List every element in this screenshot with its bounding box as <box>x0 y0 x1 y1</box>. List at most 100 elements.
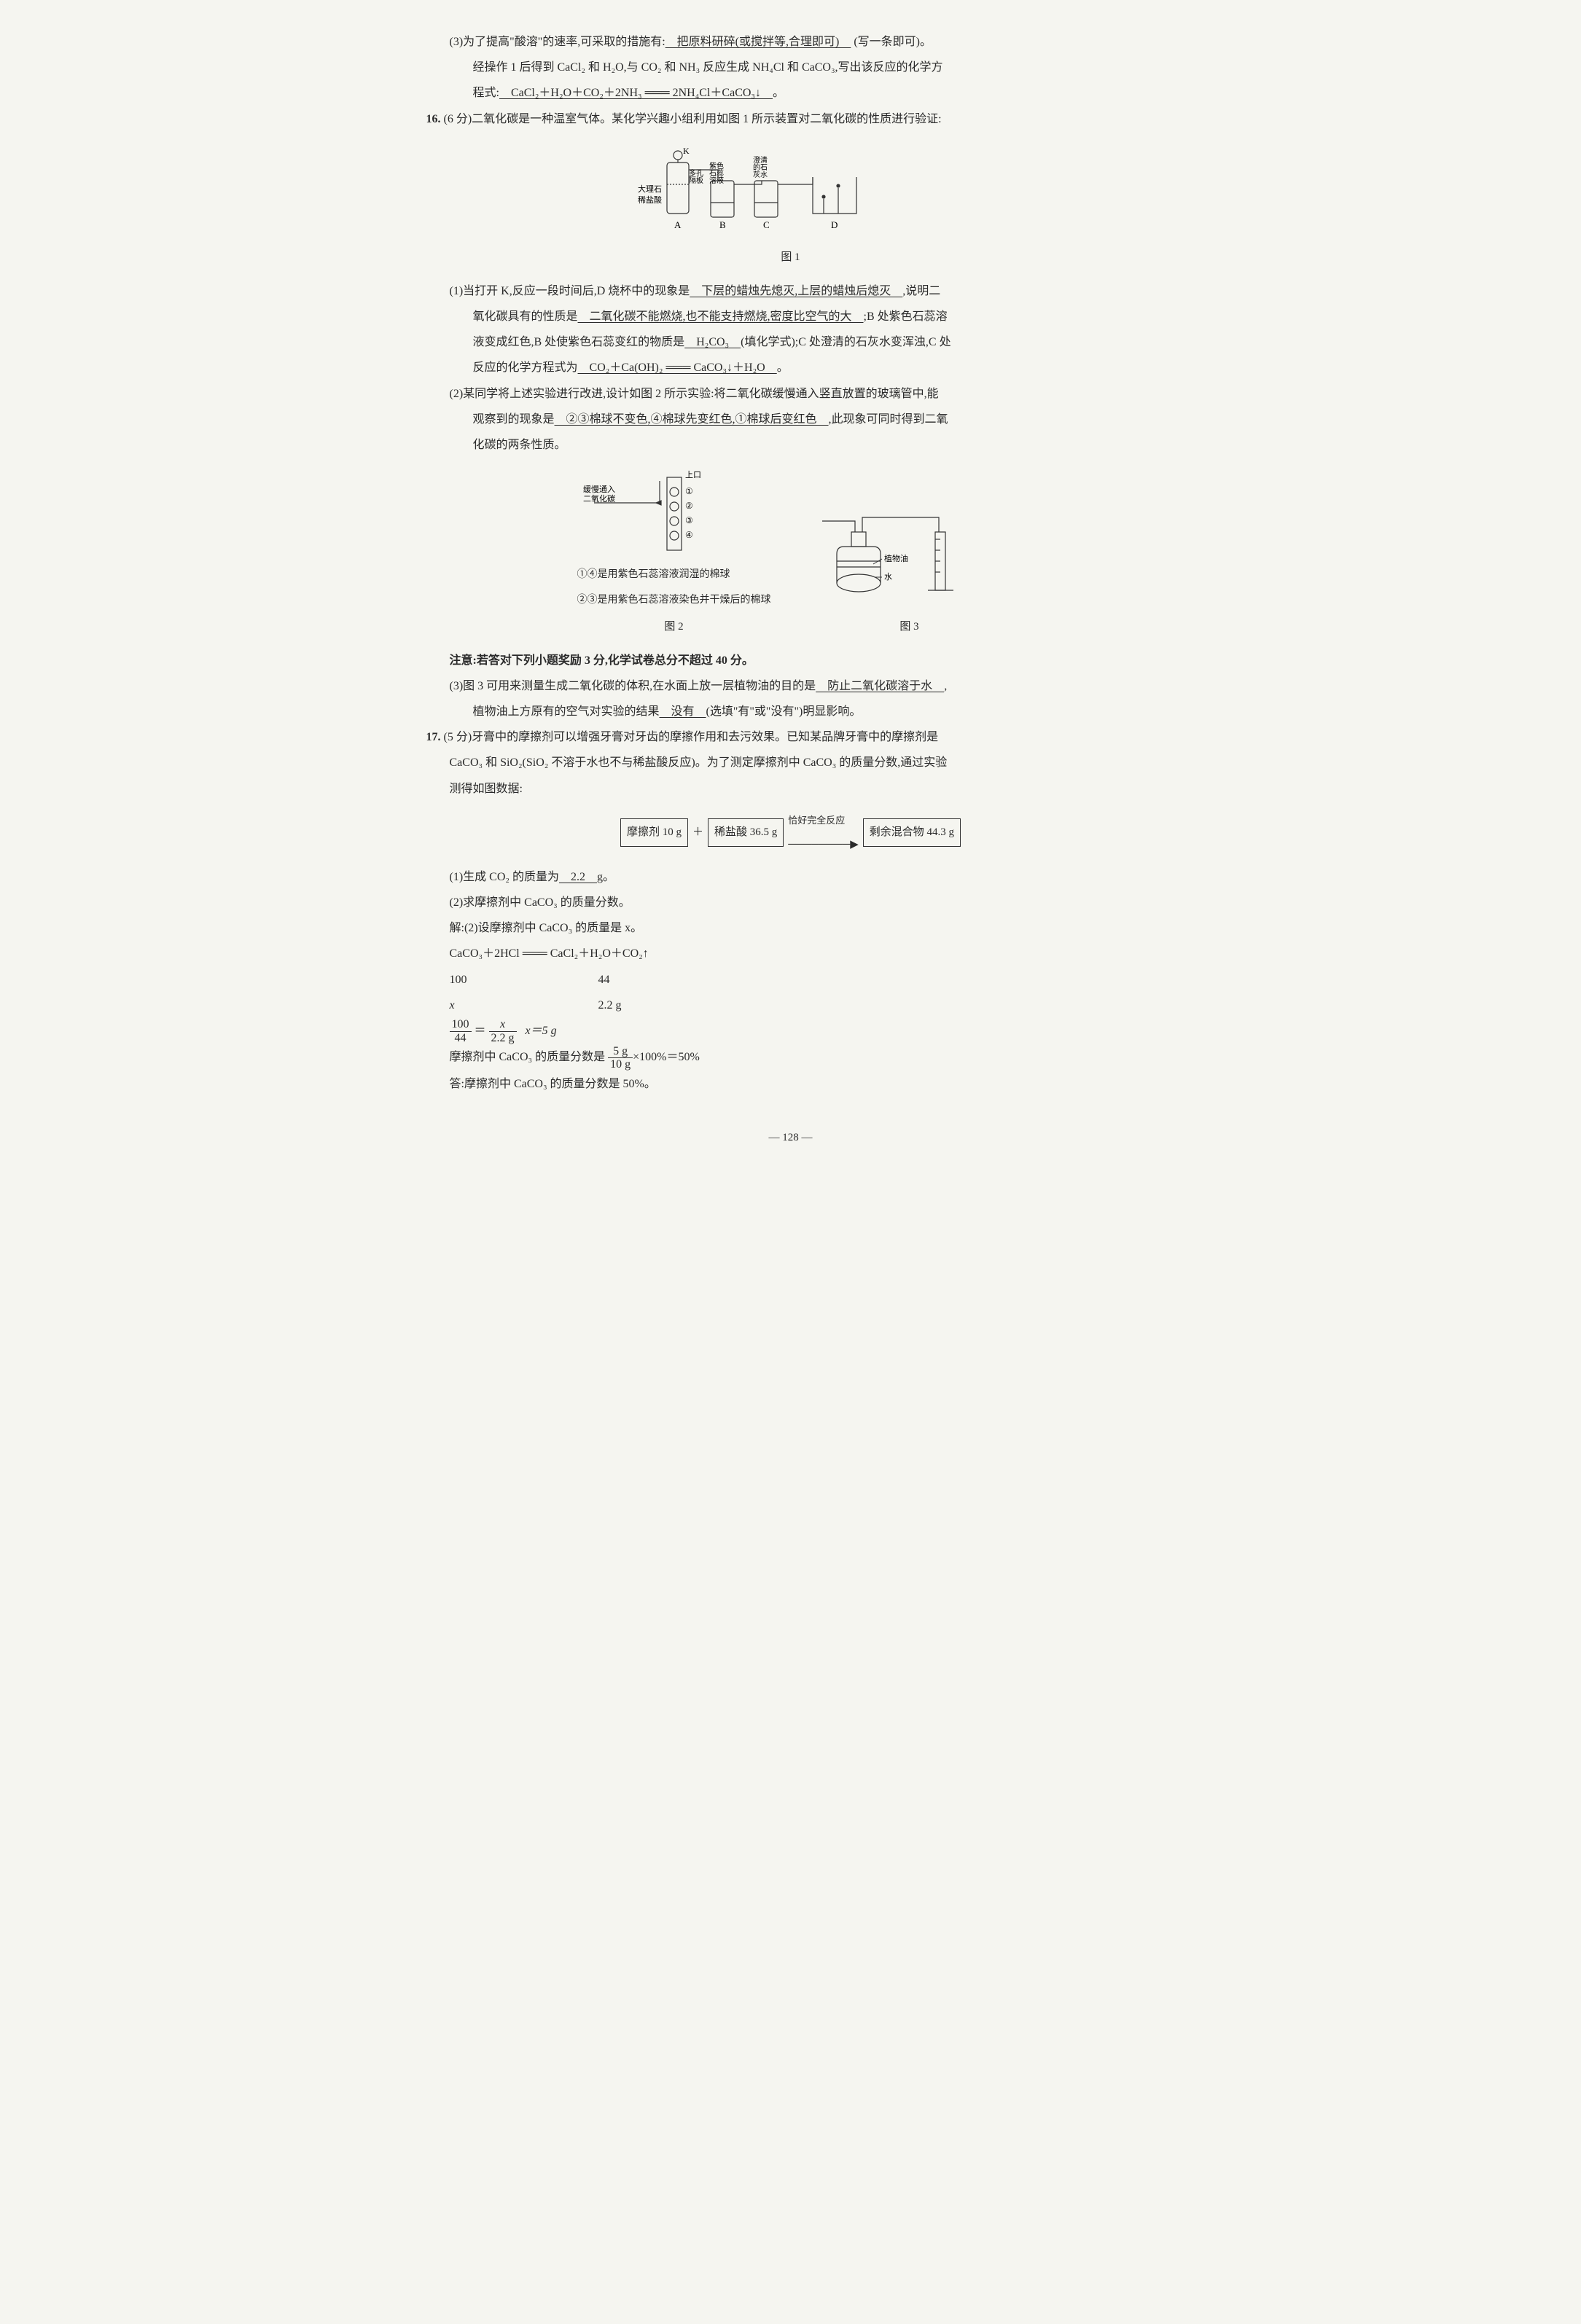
fig2-note2: ②③是用紫色石蕊溶液染色并干燥后的棉球 <box>577 590 771 612</box>
flow-arrow: 恰好完全反应────────▶ <box>788 809 859 857</box>
pct-tail: ×100%＝50% <box>633 1051 700 1063</box>
fig23-row: 缓慢通入 二氧化碳 上口 ① ② ③ ④ ①④是用紫色石蕊溶液润湿的棉球 ②③是… <box>426 466 1155 639</box>
fig3: 植物油 水 图 3 <box>815 510 1004 639</box>
flow-b1: 摩擦剂 10 g <box>620 818 688 847</box>
q15-p3: (3)为了提高"酸溶"的速率,可采取的措施有: 把原料研碎(或搅拌等,合理即可)… <box>426 29 1155 55</box>
q16-p1-ans4: CO₂＋Ca(OH)₂ ═══ CaCO₃↓＋H₂O <box>578 361 777 374</box>
fig2-top: 上口 <box>685 470 701 480</box>
prop-lhs-den: 44 <box>450 1032 472 1045</box>
q15-p3-ans: 把原料研碎(或搅拌等,合理即可) <box>665 36 851 48</box>
fig2-n2: ② <box>685 501 693 511</box>
q16-p2-ans: ②③棉球不变色,④棉球先变红色,①棉球后变红色 <box>555 413 829 426</box>
q15-line2: 经操作 1 后得到 CaCl₂ 和 H₂O,与 CO₂ 和 NH₃ 反应生成 N… <box>426 55 1155 80</box>
prop-res: x＝5 g <box>526 1025 557 1037</box>
q17-sol-label: 解:(2)设摩擦剂中 CaCO₃ 的质量是 x。 <box>426 915 1155 941</box>
q17-flow: 摩擦剂 10 g ＋ 稀盐酸 36.5 g 恰好完全反应────────▶ 剩余… <box>426 809 1155 857</box>
q16-p3-ans2: 没有 <box>660 705 706 718</box>
q17-p1: (1)生成 CO₂ 的质量为 2.2 g。 <box>426 864 1155 890</box>
flow-arr-label: 恰好完全反应 <box>788 815 845 826</box>
q17-p2: (2)求摩擦剂中 CaCO₃ 的质量分数。 <box>426 890 1155 915</box>
q16-p1-tail: 。 <box>777 361 789 374</box>
fig1-litmus3: 溶液 <box>709 176 724 185</box>
q16-p1-mid2: ;B 处紫色石蕊溶 <box>864 310 948 323</box>
fig1-c: C <box>763 219 770 230</box>
q16-p3-mid2: (选填"有"或"没有")明显影响。 <box>706 705 862 718</box>
prop-lhs: 100 44 <box>450 1018 472 1044</box>
q17-intro3: 测得如图数据: <box>426 776 1155 802</box>
flow-b3: 剩余混合物 44.3 g <box>863 818 961 847</box>
q17-prop: 100 44 ＝ x 2.2 g x＝5 g <box>426 1018 1155 1044</box>
q16-p2: (2)某同学将上述实验进行改进,设计如图 2 所示实验:将二氧化碳缓慢通入竖直放… <box>426 381 1155 407</box>
q17-r2: x 2.2 g <box>426 993 1155 1018</box>
q16-p1-l2: 氧化碳具有的性质是 二氧化碳不能燃烧,也不能支持燃烧,密度比空气的大 ;B 处紫… <box>426 304 1155 329</box>
prop-lhs-num: 100 <box>450 1018 472 1032</box>
fig1-lime3: 灰水 <box>753 170 768 179</box>
q16-p1-l4a: 反应的化学方程式为 <box>473 361 578 374</box>
pct-den: 10 g <box>608 1058 633 1071</box>
prop-rhs: x 2.2 g <box>489 1018 517 1044</box>
fig2-n1: ① <box>685 486 693 496</box>
fig3-svg: 植物油 水 <box>815 510 1004 612</box>
q17: 17. (5 分)牙膏中的摩擦剂可以增强牙膏对牙齿的摩擦作用和去污效果。已知某品… <box>426 724 1155 750</box>
q16-p1-mid1: ,说明二 <box>902 285 940 297</box>
exam-page: (3)为了提高"酸溶"的速率,可采取的措施有: 把原料研碎(或搅拌等,合理即可)… <box>426 29 1155 1150</box>
q16-p1-l3: 液变成红色,B 处使紫色石蕊变红的物质是 H₂CO₃ (填化学式);C 处澄清的… <box>426 329 1155 355</box>
q17-r1a: 100 <box>450 967 596 993</box>
flow-plus: ＋ <box>692 821 703 845</box>
page-number: — 128 — <box>426 1126 1155 1150</box>
fig2-n4: ④ <box>685 530 693 540</box>
q17-p1-label: (1)生成 CO₂ 的质量为 <box>450 871 559 883</box>
q15-eq: CaCl₂＋H₂O＋CO₂＋2NH₃ ═══ 2NH₄Cl＋CaCO₃↓ <box>499 87 773 99</box>
fig1-marble: 大理石 <box>638 184 662 194</box>
q17-p1-ans: 2.2 <box>559 871 597 883</box>
q17-points: (5 分) <box>444 731 472 743</box>
q17-ans: 答:摩擦剂中 CaCO₃ 的质量分数是 50%。 <box>426 1071 1155 1097</box>
q16-p3-l2: 植物油上方原有的空气对实验的结果 没有 (选填"有"或"没有")明显影响。 <box>426 699 1155 724</box>
q16-p2-l3txt: 化碳的两条性质。 <box>473 439 566 451</box>
q16-p1-ans2: 二氧化碳不能燃烧,也不能支持燃烧,密度比空气的大 <box>578 310 864 323</box>
fig2-note1: ①④是用紫色石蕊溶液润湿的棉球 <box>577 564 771 587</box>
fig2-slow2: 二氧化碳 <box>583 493 615 504</box>
fig1-d: D <box>831 219 838 230</box>
q16-p1-label: (1)当打开 K,反应一段时间后,D 烧杯中的现象是 <box>450 285 690 297</box>
q16-p3-label: (3)图 3 可用来测量生成二氧化碳的体积,在水面上放一层植物油的目的是 <box>450 680 816 692</box>
fig1-acid: 稀盐酸 <box>638 195 662 205</box>
fig1-row: K 多孔 隔板 大理石 稀盐酸 紫色 石蕊 溶液 澄清 的石 灰水 A B C … <box>426 141 1155 270</box>
q16-num: 16. <box>426 113 441 125</box>
fig1-k: K <box>683 146 690 156</box>
q16-intro: 二氧化碳是一种温室气体。某化学兴趣小组利用如图 1 所示装置对二氧化碳的性质进行… <box>472 113 941 125</box>
q16-p3-ans1: 防止二氧化碳溶于水 <box>816 680 944 692</box>
q17-intro2: CaCO₃ 和 SiO₂(SiO₂ 不溶于水也不与稀盐酸反应)。为了测定摩擦剂中… <box>426 750 1155 775</box>
q16-p1: (1)当打开 K,反应一段时间后,D 烧杯中的现象是 下层的蜡烛先熄灭,上层的蜡… <box>426 278 1155 304</box>
q16-p1-mid3: (填化学式);C 处澄清的石灰水变浑浊,C 处 <box>741 336 950 348</box>
fig2-svg: 缓慢通入 二氧化碳 上口 ① ② ③ ④ <box>579 466 769 561</box>
q16-p2-label: (2)某同学将上述实验进行改进,设计如图 2 所示实验:将二氧化碳缓慢通入竖直放… <box>450 388 939 400</box>
flow-b2: 稀盐酸 36.5 g <box>708 818 784 847</box>
q17-eq: CaCO₃＋2HCl ═══ CaCl₂＋H₂O＋CO₂↑ <box>426 941 1155 966</box>
fig1-porous2: 隔板 <box>689 176 703 185</box>
fig1: K 多孔 隔板 大理石 稀盐酸 紫色 石蕊 溶液 澄清 的石 灰水 A B C … <box>638 141 944 270</box>
q16-p1-ans1: 下层的蜡烛先熄灭,上层的蜡烛后熄灭 <box>690 285 902 297</box>
prop-rhs-den: 2.2 g <box>489 1032 517 1045</box>
q16-p2-l3: 化碳的两条性质。 <box>426 432 1155 458</box>
q17-r1b: 44 <box>598 974 610 986</box>
q16-p2-l2a: 观察到的现象是 <box>473 413 555 426</box>
q16-p1-l3a: 液变成红色,B 处使紫色石蕊变红的物质是 <box>473 336 685 348</box>
q17-r2a: x <box>450 993 596 1018</box>
q17-r1: 100 44 <box>426 967 1155 993</box>
fig2-n3: ③ <box>685 515 693 525</box>
q15-p3-tail: (写一条即可)。 <box>854 36 932 48</box>
q16-points: (6 分) <box>444 113 472 125</box>
q17-num: 17. <box>426 731 441 743</box>
prop-rhs-num: x <box>489 1018 517 1032</box>
q16-p3-l2a: 植物油上方原有的空气对实验的结果 <box>473 705 660 718</box>
q15-l2a: 经操作 1 后得到 CaCl₂ 和 H₂O,与 CO₂ 和 NH₃ 反应生成 N… <box>473 61 943 74</box>
fig3-caption: 图 3 <box>815 615 1004 639</box>
fig1-svg: K 多孔 隔板 大理石 稀盐酸 紫色 石蕊 溶液 澄清 的石 灰水 A B C … <box>638 141 944 243</box>
fig1-b: B <box>719 219 726 230</box>
q16-bonus-txt: 注意:若答对下列小题奖励 3 分,化学试卷总分不超过 40 分。 <box>450 654 754 667</box>
q16-p2-l2: 观察到的现象是 ②③棉球不变色,④棉球先变红色,①棉球后变红色 ,此现象可同时得… <box>426 407 1155 432</box>
q17-r2b: 2.2 g <box>598 999 622 1012</box>
q15-l2b: 程式: <box>473 87 499 99</box>
q17-intro1: 牙膏中的摩擦剂可以增强牙膏对牙齿的摩擦作用和去污效果。已知某品牌牙膏中的摩擦剂是 <box>472 731 938 743</box>
